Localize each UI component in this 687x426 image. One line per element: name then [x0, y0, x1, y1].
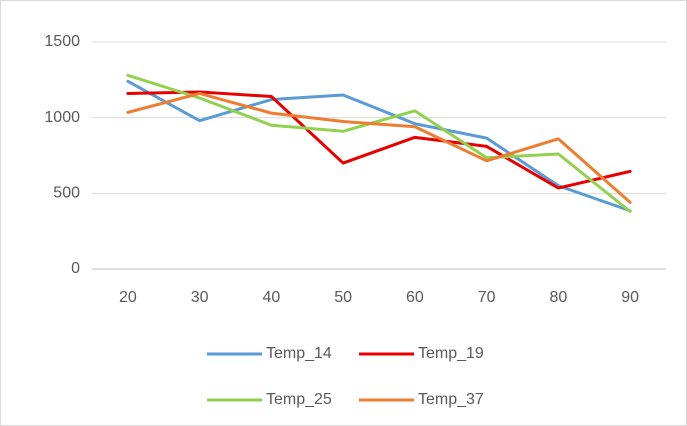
x-tick-label: 20 [119, 289, 137, 306]
data-line [126, 73, 632, 213]
x-tick-label: 40 [262, 289, 280, 306]
legend-label: Temp_25 [266, 391, 332, 408]
y-tick-label: 1500 [44, 33, 80, 50]
y-tick-label: 1000 [44, 109, 80, 126]
legend-label: Temp_37 [418, 391, 484, 408]
data-line [126, 91, 632, 204]
x-tick-label: 90 [621, 289, 639, 306]
x-tick-label: 50 [334, 289, 352, 306]
data-line [126, 90, 632, 190]
x-tick-label: 60 [406, 289, 424, 306]
y-tick-label: 500 [53, 185, 80, 202]
legend-label: Temp_14 [266, 345, 332, 362]
data-line [126, 79, 632, 213]
x-tick-label: 80 [549, 289, 567, 306]
x-tick-label: 70 [478, 289, 496, 306]
x-tick-label: 30 [191, 289, 209, 306]
legend-label: Temp_19 [418, 345, 484, 362]
y-tick-label: 0 [71, 260, 80, 277]
